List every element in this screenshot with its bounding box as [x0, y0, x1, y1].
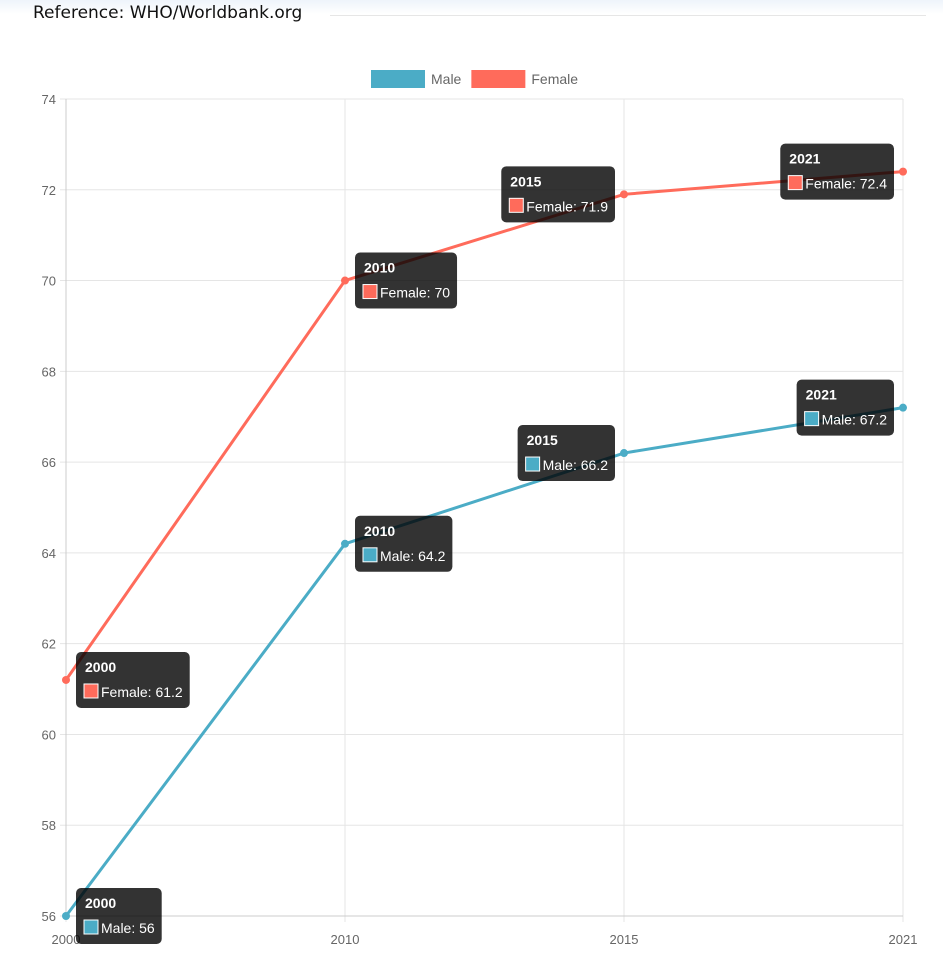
tooltip-value: Female: 71.9: [526, 198, 608, 214]
y-tick-label: 56: [42, 909, 56, 924]
y-tick-label: 58: [42, 818, 56, 833]
top-bar: [0, 0, 943, 14]
tooltip-box: [355, 515, 453, 572]
divider: [330, 15, 926, 16]
tooltip-swatch: [362, 547, 378, 563]
tooltip-value: Male: 67.2: [822, 412, 888, 428]
series-lines: [62, 167, 907, 920]
tooltip-value: Female: 72.4: [805, 176, 887, 192]
tooltip-title: 2000: [85, 895, 116, 911]
data-point[interactable]: [62, 675, 70, 684]
series-line-male: [64, 406, 904, 917]
legend-item-female[interactable]: Female: [471, 70, 578, 88]
legend-swatch: [371, 70, 425, 88]
legend-swatch: [471, 70, 526, 88]
y-tick-label: 74: [42, 92, 56, 107]
tooltip-title: 2015: [510, 173, 541, 189]
tooltip-value: Male: 64.2: [380, 548, 446, 564]
tooltip-title: 2010: [364, 523, 395, 539]
data-point[interactable]: [899, 167, 907, 176]
data-point[interactable]: [341, 539, 349, 548]
tooltip-box: [501, 166, 615, 223]
tooltip-value: Female: 70: [380, 285, 450, 301]
tooltip: 2021 Male: 67.2: [796, 379, 894, 436]
tooltip-title: 2015: [527, 432, 558, 448]
tooltip-title: 2021: [806, 387, 837, 403]
x-tick-label: 2010: [331, 932, 360, 947]
tooltip-swatch: [362, 284, 378, 300]
tooltip-box: [355, 252, 458, 309]
x-tick-label: 2000: [52, 932, 81, 947]
tooltip: 2000 Female: 61.2: [76, 651, 190, 708]
tooltip-box: [780, 143, 894, 200]
tooltip: 2021 Female: 72.4: [780, 143, 894, 200]
tooltip: 2010 Male: 64.2: [355, 515, 453, 572]
legend-label: Male: [431, 71, 462, 87]
tooltip-box: [517, 425, 615, 482]
tooltip-value: Male: 66.2: [543, 457, 609, 473]
x-tick-label: 2015: [610, 932, 639, 947]
data-point[interactable]: [620, 190, 628, 199]
x-tick-label: 2021: [889, 932, 918, 947]
tooltip-swatch: [787, 175, 803, 191]
data-point[interactable]: [899, 403, 907, 412]
y-tick-label: 62: [42, 637, 56, 652]
tooltip: 2010 Female: 70: [355, 252, 458, 309]
data-point[interactable]: [341, 276, 349, 285]
tooltip-title: 2021: [789, 151, 820, 167]
data-point[interactable]: [62, 912, 70, 920]
tooltip: 2015 Male: 66.2: [517, 425, 615, 482]
tooltip-swatch: [508, 197, 524, 213]
reference-label: Reference: WHO/Worldbank.org: [33, 3, 303, 23]
y-tick-label: 72: [42, 183, 56, 198]
tooltip-title: 2000: [85, 659, 116, 675]
tooltip: 2015 Female: 71.9: [501, 166, 615, 223]
tooltip-box: [796, 379, 894, 436]
legend-label: Female: [531, 71, 578, 87]
tooltip-box: [76, 651, 190, 708]
tooltip-swatch: [83, 683, 99, 699]
tooltip-title: 2010: [364, 260, 395, 276]
data-point[interactable]: [620, 449, 628, 458]
tooltips: 2000 Male: 56 2010 Male: 64.2 2015 Male: 66.2…: [76, 143, 894, 944]
tooltip-swatch: [83, 919, 99, 935]
tooltip-swatch: [525, 456, 541, 472]
y-tick-label: 68: [42, 364, 56, 379]
axis-ticks: 56 58 60 62 64 66 68 70 72 74 2000 2010 2015 2021: [42, 92, 918, 947]
tooltip-swatch: [804, 411, 820, 427]
y-tick-label: 70: [42, 274, 56, 289]
series-line-female: [64, 170, 904, 681]
tooltip-value: Female: 61.2: [101, 684, 183, 700]
tooltip: 2000 Male: 56: [76, 888, 162, 944]
grid: [60, 98, 904, 922]
y-tick-label: 66: [42, 455, 56, 470]
legend[interactable]: Male Female: [371, 70, 578, 88]
y-tick-label: 60: [42, 727, 56, 742]
y-tick-label: 64: [42, 546, 56, 561]
legend-item-male[interactable]: Male: [371, 70, 462, 88]
tooltip-value: Male: 56: [101, 920, 155, 936]
